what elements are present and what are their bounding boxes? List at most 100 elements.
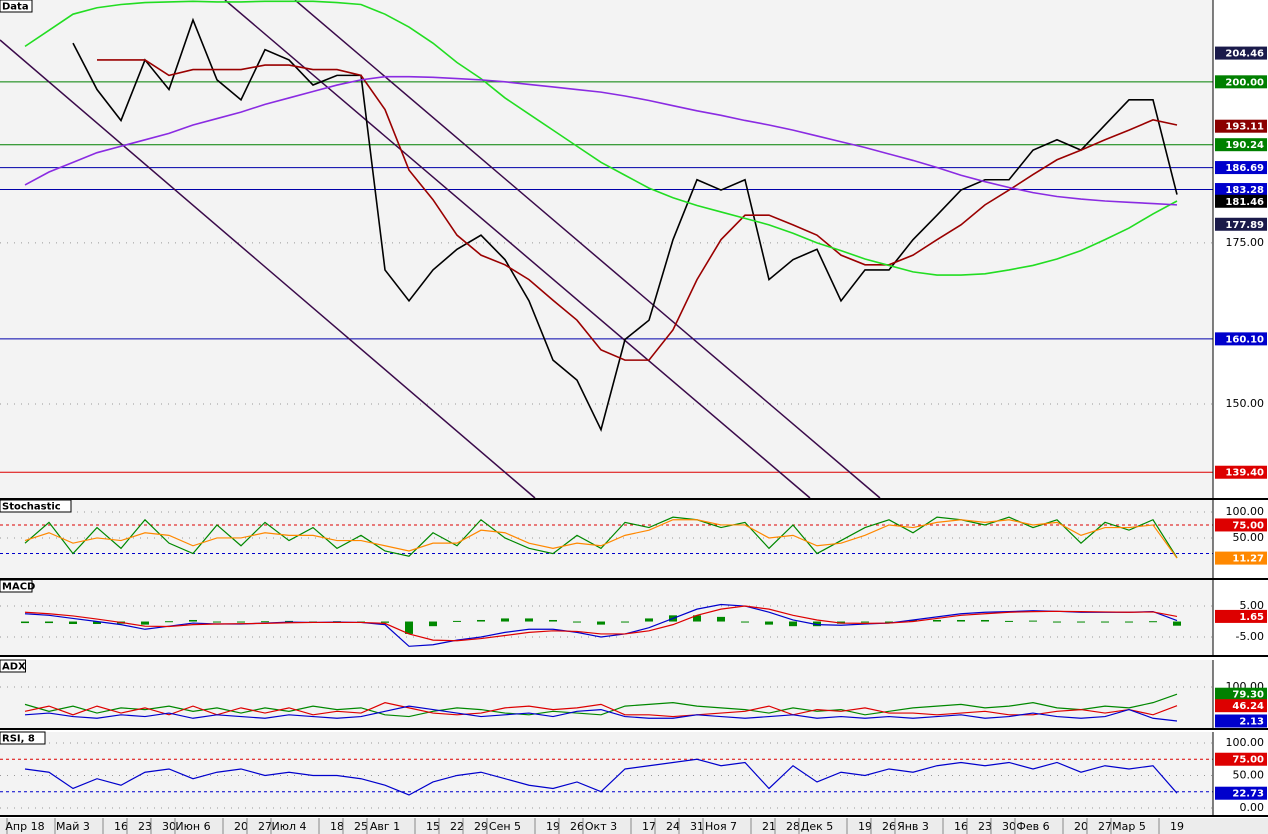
panel-title: Stochastic [2, 502, 61, 513]
price-tag-label: 193.11 [1225, 122, 1264, 133]
y-tick-label: 100.00 [1226, 505, 1265, 518]
price-tag-label: 190.24 [1225, 140, 1264, 151]
price-tag-label: 1.65 [1239, 612, 1264, 623]
plot-area [0, 660, 1213, 728]
panel-title-box [0, 499, 72, 513]
axis-area [1213, 732, 1268, 815]
series-line [24, 519, 1178, 559]
histogram-bar [1173, 621, 1181, 626]
x-tick-label: 20 [1074, 820, 1088, 833]
x-tick-label: 21 [762, 820, 776, 833]
y-tick-label: 0.00 [1240, 801, 1265, 814]
x-tick-label: 19 [1170, 820, 1184, 833]
histogram-bar [453, 620, 461, 622]
axis-area [1213, 500, 1268, 578]
price-tag [1215, 183, 1267, 197]
x-tick-label: Авг 1 [370, 820, 400, 833]
x-tick-label: 17 [642, 820, 656, 833]
x-tick-label: 15 [426, 820, 440, 833]
x-tick-label: Апр 18 [5, 820, 44, 833]
price-tag [1215, 699, 1267, 713]
price-tag [1215, 217, 1267, 231]
price-tag [1215, 332, 1267, 346]
histogram-bar [21, 621, 29, 624]
x-tick-label: Ноя 7 [705, 820, 737, 833]
price-tag-label: 75.00 [1232, 520, 1264, 531]
price-tag [1215, 161, 1267, 175]
price-tag [1215, 714, 1267, 728]
panel-title-box [0, 659, 26, 673]
x-tick-label: Окт 3 [585, 820, 617, 833]
histogram-bar [1077, 621, 1085, 623]
y-tick-label: 150.00 [1226, 397, 1265, 410]
x-tick-label: 24 [666, 820, 680, 833]
price-tag [1215, 551, 1267, 565]
panel-title: ADX [2, 662, 26, 673]
x-tick-label: Дек 5 [801, 820, 834, 833]
x-tick-label: 30 [162, 820, 176, 833]
histogram-bar [501, 618, 509, 622]
price-tag [1215, 786, 1267, 800]
x-tick-label: 18 [330, 820, 344, 833]
panel-title-box [0, 731, 46, 745]
x-tick-label: 19 [546, 820, 560, 833]
price-tag [1215, 75, 1267, 89]
price-tag [1215, 194, 1267, 208]
price-tag-label: 22.73 [1232, 789, 1264, 800]
histogram-bar [957, 619, 965, 622]
x-axis-strip [0, 818, 1268, 834]
histogram-bar [861, 621, 869, 623]
price-tag-label: 75.00 [1232, 755, 1264, 766]
histogram-bar [429, 621, 437, 627]
x-tick-label: 30 [1002, 820, 1016, 833]
histogram-bar [1029, 620, 1037, 622]
histogram-bar [213, 621, 221, 623]
histogram-bar [285, 620, 293, 622]
y-tick-label: 100.00 [1226, 736, 1265, 749]
price-tag [1215, 46, 1267, 60]
histogram-bar [165, 621, 173, 623]
x-tick-label: 27 [1098, 820, 1112, 833]
price-tag-label: 204.46 [1225, 49, 1264, 60]
x-tick-label: Июл 4 [271, 820, 306, 833]
channel-line [0, 39, 536, 499]
histogram-bar [141, 621, 149, 625]
histogram-bar [981, 619, 989, 622]
panel-title: Data [2, 2, 29, 13]
series-line [24, 75, 1178, 206]
x-tick-label: Мар 5 [1112, 820, 1146, 833]
histogram-bar [237, 621, 245, 623]
series-line [24, 693, 1178, 718]
x-tick-label: 23 [138, 820, 152, 833]
x-tick-label: 16 [114, 820, 128, 833]
x-tick-label: 19 [858, 820, 872, 833]
axis-area [1213, 0, 1268, 498]
panel-title: MACD [2, 582, 35, 593]
channel-line [294, 0, 881, 499]
price-tag-label: 181.46 [1225, 197, 1264, 208]
price-tag [1215, 752, 1267, 766]
histogram-bar [573, 621, 581, 623]
x-tick-label: 26 [882, 820, 896, 833]
price-tag [1215, 518, 1267, 532]
histogram-bar [189, 619, 197, 622]
y-tick-label: 175.00 [1226, 236, 1265, 249]
series-line [24, 0, 1178, 276]
y-tick-label: 5.00 [1240, 599, 1265, 612]
histogram-bar [261, 621, 269, 623]
price-tag [1215, 687, 1267, 701]
series-line [24, 705, 1178, 722]
plot-area [0, 580, 1213, 655]
x-tick-label: 20 [234, 820, 248, 833]
price-tag-label: 139.40 [1225, 468, 1264, 479]
price-tag-label: 177.89 [1225, 220, 1264, 231]
channel-line [224, 0, 811, 499]
histogram-bar [1053, 621, 1061, 623]
series-line [24, 758, 1178, 796]
price-tag-label: 160.10 [1225, 334, 1264, 345]
histogram-bar [741, 621, 749, 623]
panel-title: RSI, 8 [2, 734, 35, 745]
histogram-bar [525, 618, 533, 622]
x-tick-label: 26 [570, 820, 584, 833]
